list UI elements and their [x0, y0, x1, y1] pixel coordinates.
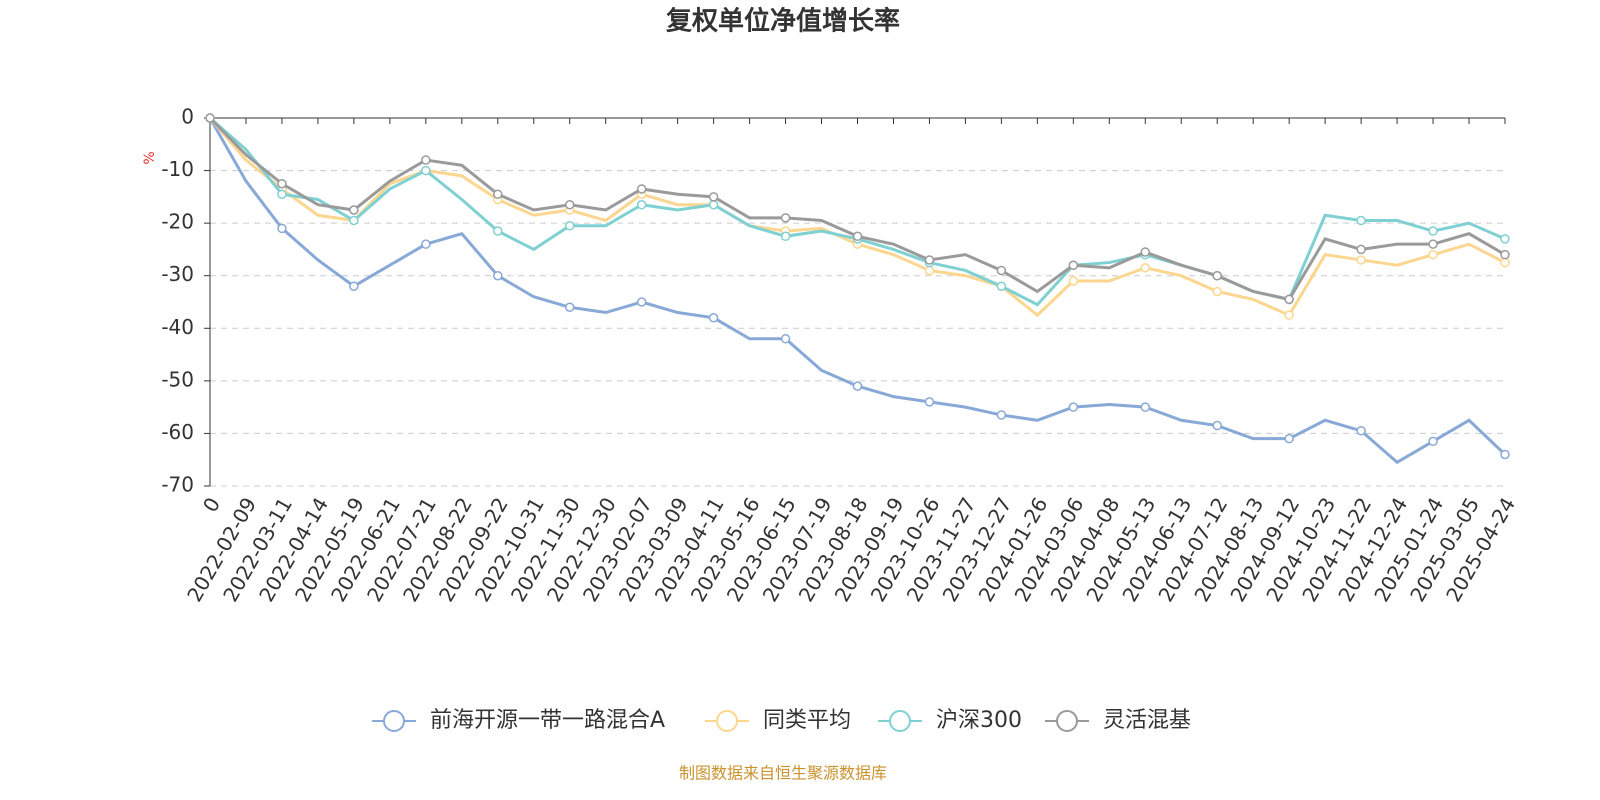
legend-marker — [1056, 710, 1078, 732]
series-point — [1068, 260, 1079, 270]
series-point — [1500, 234, 1510, 244]
series-point — [636, 184, 647, 194]
series-point — [493, 226, 503, 236]
series-point — [996, 265, 1007, 276]
y-axis-label: % — [142, 151, 158, 164]
series-line — [208, 117, 1506, 318]
series-point — [852, 381, 863, 391]
legend-marker — [889, 710, 911, 732]
series-point — [349, 205, 359, 215]
series-point — [636, 297, 647, 307]
series-point — [277, 178, 287, 189]
series-point — [780, 334, 791, 344]
series-point — [1140, 263, 1151, 273]
chart-title: 复权单位净值增长率 — [666, 6, 900, 37]
series-point — [1212, 270, 1222, 281]
legend-marker — [716, 710, 738, 732]
source-note: 制图数据来自恒生聚源数据库 — [679, 764, 887, 783]
series-point — [1140, 402, 1151, 412]
series-point — [421, 239, 431, 249]
series-point — [1428, 249, 1438, 260]
series-point — [1284, 294, 1294, 305]
series-point — [1428, 239, 1438, 249]
series-point — [1356, 244, 1366, 255]
series-point — [996, 281, 1007, 291]
series-point — [852, 231, 863, 242]
series-point — [1500, 249, 1510, 260]
series-point — [780, 231, 791, 242]
series-point — [493, 189, 503, 199]
y-tick-label: -70 — [161, 473, 194, 497]
x-tick-label: 0 — [198, 493, 225, 516]
legend-label: 灵活混基 — [1103, 708, 1191, 733]
series-point — [1428, 226, 1438, 236]
series-point — [780, 213, 791, 223]
series-point — [1356, 215, 1366, 226]
legend-label: 同类平均 — [763, 708, 851, 733]
series-point — [636, 199, 647, 210]
series-point — [708, 192, 719, 202]
series-point — [708, 313, 719, 323]
series-line — [208, 116, 1506, 302]
series-point — [421, 165, 431, 176]
legend-marker — [383, 710, 405, 732]
series-point — [1068, 402, 1079, 412]
y-tick-label: -60 — [161, 420, 194, 444]
y-tick-label: -10 — [161, 157, 194, 181]
series-point — [564, 199, 575, 210]
y-tick-label: 0 — [181, 105, 194, 129]
series-point — [1140, 247, 1151, 257]
series-point — [1428, 436, 1438, 447]
series-point — [349, 215, 359, 226]
series-point — [349, 281, 359, 291]
series-point — [1284, 310, 1294, 320]
series-point — [1212, 286, 1222, 297]
y-tick-label: -30 — [161, 262, 194, 286]
series-point — [708, 199, 719, 210]
series-point — [1212, 420, 1222, 431]
series-point — [493, 270, 503, 281]
series-point — [924, 265, 935, 276]
series-point — [1284, 433, 1294, 444]
series-point — [564, 221, 575, 231]
series-point — [205, 113, 215, 123]
series-line — [208, 117, 1507, 465]
series-point — [421, 155, 431, 165]
legend-label: 前海开源一带一路混合A — [430, 708, 665, 733]
series-point — [1500, 449, 1510, 460]
series-point — [924, 397, 935, 407]
series-point — [1500, 257, 1510, 268]
series-point — [924, 255, 935, 265]
series-point — [1356, 426, 1366, 436]
series-point — [277, 223, 287, 234]
y-tick-label: -40 — [161, 315, 194, 339]
y-tick-label: -50 — [161, 367, 194, 391]
legend-label: 沪深300 — [936, 708, 1022, 733]
series-point — [564, 302, 575, 313]
y-tick-label: -20 — [161, 210, 194, 234]
series-point — [1068, 276, 1079, 286]
series-point — [996, 410, 1007, 420]
series-point — [277, 189, 287, 199]
series-point — [1356, 255, 1366, 265]
